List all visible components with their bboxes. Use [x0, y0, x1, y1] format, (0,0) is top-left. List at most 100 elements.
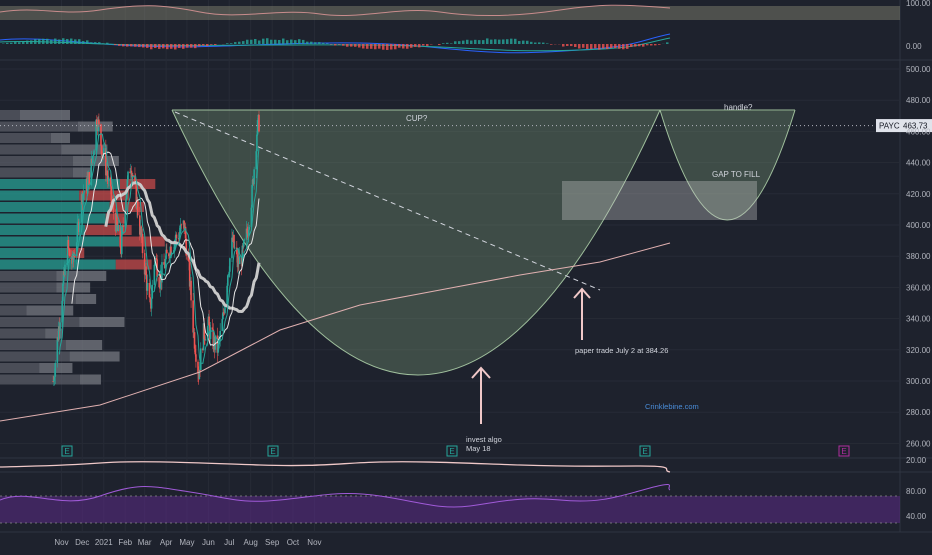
- volume-axis-label: 20.00: [906, 456, 927, 465]
- histogram-bar: [302, 40, 305, 44]
- price-tick-label: 500.00: [906, 65, 931, 74]
- candle-body: [248, 227, 250, 230]
- histogram-bar: [410, 44, 413, 48]
- time-tick-label: Oct: [287, 538, 300, 547]
- histogram-bar: [470, 41, 473, 44]
- histogram-bar: [602, 44, 605, 49]
- histogram-bar: [82, 41, 85, 44]
- histogram-bar: [18, 42, 21, 44]
- candle-body: [98, 119, 100, 124]
- time-tick-label: Apr: [160, 538, 173, 547]
- histogram-bar: [594, 44, 597, 48]
- histogram-bar: [166, 44, 169, 49]
- histogram-bar: [326, 43, 329, 44]
- time-tick-label: Nov: [54, 538, 68, 547]
- stoch-axis-label: 80.00: [906, 487, 927, 496]
- histogram-bar: [230, 43, 233, 44]
- histogram-bar: [618, 44, 621, 49]
- histogram-bar: [614, 44, 617, 48]
- histogram-bar: [458, 41, 461, 44]
- histogram-bar: [454, 41, 457, 44]
- candle-body: [100, 124, 102, 145]
- histogram-bar: [38, 39, 41, 44]
- histogram-bar: [370, 44, 373, 49]
- invest-algo-label: invest algo: [466, 435, 502, 444]
- histogram-bar: [30, 40, 33, 44]
- profile-bar-up: [0, 260, 116, 270]
- histogram-bar: [50, 40, 53, 44]
- histogram-bar: [66, 39, 69, 44]
- histogram-bar: [402, 44, 405, 49]
- time-tick-label: Sep: [265, 538, 280, 547]
- histogram-bar: [158, 44, 161, 49]
- histogram-bar: [342, 44, 345, 46]
- histogram-bar: [126, 44, 129, 47]
- histogram-bar: [290, 40, 293, 44]
- histogram-bar: [282, 39, 285, 44]
- histogram-bar: [634, 44, 637, 47]
- histogram-bar: [358, 44, 361, 48]
- histogram-bar: [298, 39, 301, 44]
- histogram-bar: [566, 44, 569, 46]
- earnings-marker-label: E: [841, 447, 846, 456]
- last-price-symbol: PAYC: [879, 122, 900, 131]
- profile-bar-down: [61, 145, 107, 155]
- profile-bar-up: [0, 145, 61, 155]
- top-axis-label: 100.00: [906, 0, 931, 8]
- profile-bar-up: [0, 156, 73, 166]
- candle-body: [244, 240, 246, 241]
- profile-bar-down: [79, 317, 124, 327]
- histogram-bar: [198, 44, 201, 46]
- profile-bar-up: [0, 329, 45, 339]
- histogram-bar: [210, 44, 213, 45]
- price-tick-label: 280.00: [906, 408, 931, 417]
- histogram-bar: [94, 42, 97, 44]
- profile-bar-down: [70, 352, 120, 362]
- candle-body: [108, 177, 110, 181]
- histogram-bar: [630, 44, 633, 47]
- histogram-bar: [570, 44, 573, 46]
- histogram-bar: [354, 44, 357, 47]
- histogram-bar: [646, 44, 649, 45]
- profile-bar-up: [0, 306, 27, 316]
- histogram-bar: [438, 44, 441, 45]
- histogram-bar: [426, 44, 429, 46]
- histogram-bar: [90, 42, 93, 44]
- histogram-bar: [346, 44, 349, 47]
- histogram-bar: [502, 39, 505, 44]
- price-tick-label: 380.00: [906, 252, 931, 261]
- histogram-bar: [242, 41, 245, 44]
- candle-body: [239, 256, 241, 264]
- handle-label: handle?: [724, 103, 753, 112]
- histogram-bar: [526, 41, 529, 44]
- candle-body: [251, 185, 253, 208]
- histogram-bar: [174, 44, 177, 49]
- histogram-bar: [422, 44, 425, 45]
- profile-bar-up: [0, 168, 73, 178]
- histogram-bar: [446, 43, 449, 44]
- histogram-bar: [194, 44, 197, 48]
- histogram-bar: [638, 44, 641, 46]
- profile-bar-up: [0, 122, 78, 132]
- histogram-bar: [70, 39, 73, 44]
- histogram-bar: [506, 39, 509, 44]
- histogram-bar: [486, 38, 489, 44]
- profile-bar-up: [0, 110, 20, 120]
- histogram-bar: [482, 40, 485, 44]
- profile-bar-up: [0, 237, 119, 247]
- histogram-bar: [590, 44, 593, 49]
- histogram-bar: [658, 44, 661, 45]
- profile-bar-down: [80, 375, 101, 385]
- histogram-bar: [386, 44, 389, 50]
- histogram-bar: [86, 40, 89, 44]
- profile-bar-down: [20, 110, 70, 120]
- histogram-bar: [474, 40, 477, 44]
- price-tick-label: 480.00: [906, 96, 931, 105]
- candle-body: [127, 172, 129, 180]
- histogram-bar: [250, 40, 253, 44]
- price-tick-label: 440.00: [906, 159, 931, 168]
- candle-body: [181, 224, 183, 225]
- histogram-bar: [514, 39, 517, 44]
- histogram-bar: [406, 44, 409, 49]
- histogram-bar: [362, 44, 365, 49]
